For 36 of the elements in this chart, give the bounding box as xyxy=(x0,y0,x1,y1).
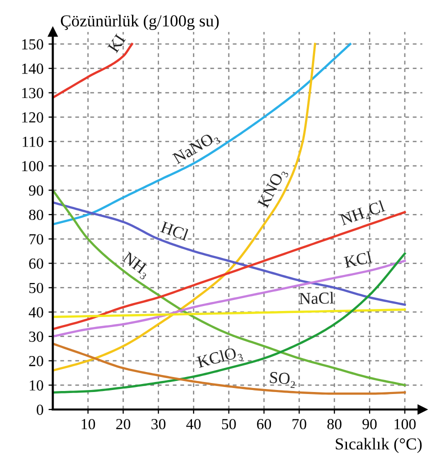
x-tick-label: 20 xyxy=(116,418,130,430)
series-label: NaCl xyxy=(299,292,334,304)
y-axis-title: Çözünürlük (g/100g su) xyxy=(60,14,219,30)
text: HCl xyxy=(160,220,190,241)
y-tick-label: 150 xyxy=(22,39,44,50)
x-tick-label: 10 xyxy=(82,418,96,430)
x-tick-label: 70 xyxy=(292,418,306,430)
x-tick-label: 40 xyxy=(186,418,201,430)
x-tick-label: 90 xyxy=(362,418,377,430)
text: KClO₃ xyxy=(196,345,244,372)
text: KCl xyxy=(344,250,372,268)
x-tick-label: 60 xyxy=(257,418,272,430)
text: NH₄Cl xyxy=(339,200,386,229)
x-tick-label: 30 xyxy=(151,418,166,430)
x-axis-title: Sıcaklık (°C) xyxy=(336,438,422,453)
text: KI xyxy=(107,33,126,54)
y-tick-label: 100 xyxy=(22,160,44,172)
y-tick-label: 130 xyxy=(22,88,44,98)
y-tick-label: 60 xyxy=(29,258,44,269)
y-tick-label: 110 xyxy=(22,136,44,147)
y-tick-label: 80 xyxy=(29,210,44,220)
y-tick-label: 50 xyxy=(29,282,44,294)
y-tick-label: 40 xyxy=(28,307,44,318)
x-tick-label: 80 xyxy=(327,418,342,430)
y-tick-label: 70 xyxy=(30,234,44,244)
y-tick-label: 90 xyxy=(28,185,44,196)
text: NH₃ xyxy=(120,252,152,280)
y-tick-label: 120 xyxy=(22,112,44,123)
x-tick-label: 50 xyxy=(222,418,236,430)
y-tick-label: 0 xyxy=(36,404,44,415)
x-tick-label: 100 xyxy=(394,418,416,430)
y-tick-label: 10 xyxy=(30,380,44,391)
y-tick-label: 20 xyxy=(29,356,44,366)
y-tick-label: 140 xyxy=(22,64,44,74)
y-tick-label: 30 xyxy=(29,332,44,342)
series-label: SO₂ xyxy=(269,372,296,388)
